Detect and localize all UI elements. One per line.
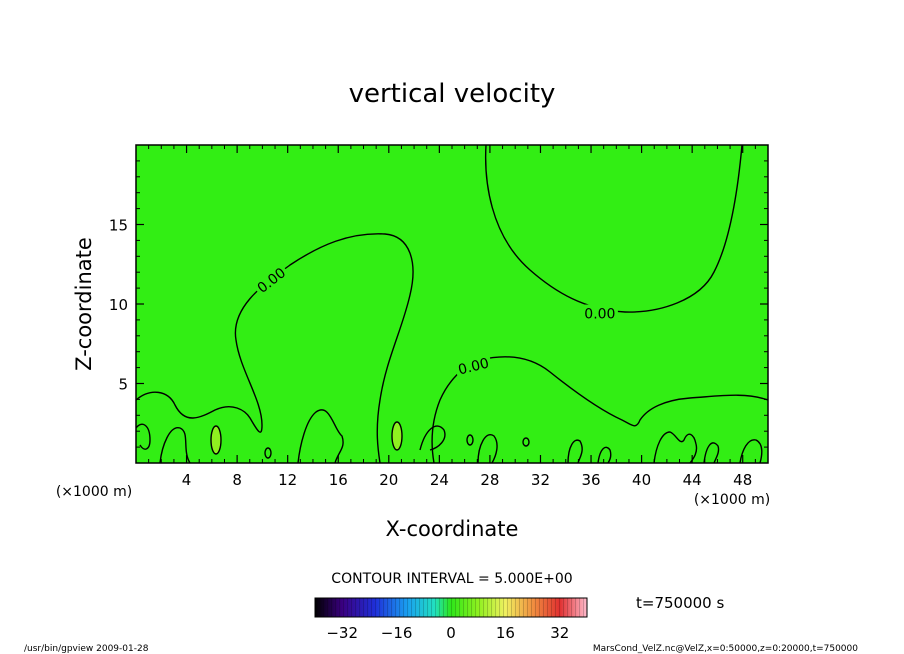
colorbar-tick-label: −16	[381, 624, 413, 642]
contour-wiggle-3	[297, 409, 344, 463]
y-tick-labels: 5 10 15	[109, 217, 128, 394]
x-tick-label: 32	[531, 471, 550, 489]
contour-wiggle-7	[597, 446, 612, 463]
y-axis-label: Z-coordinate	[72, 237, 96, 371]
x-tick-label: 20	[379, 471, 398, 489]
contour-lines	[136, 145, 768, 463]
contour-ellipse-4	[466, 434, 474, 446]
footer-left: /usr/bin/gpview 2009-01-28	[24, 644, 149, 654]
contour-ellipse-2	[391, 421, 403, 451]
x-tick-label: 4	[182, 471, 192, 489]
contour-wiggle-6	[567, 439, 583, 463]
contour-wiggle-4	[419, 425, 446, 451]
chart-title: vertical velocity	[349, 79, 556, 109]
contour-label-bg	[581, 304, 618, 321]
plot-area: 0.000.000.00	[135, 144, 769, 464]
x-axis-label: X-coordinate	[386, 517, 519, 541]
contour-wiggle-9	[703, 442, 720, 463]
x-tick-label: 44	[683, 471, 702, 489]
x-unit-label-right: (×1000 m)	[694, 492, 770, 508]
contour-label: 0.00	[457, 355, 491, 378]
colorbar-frame	[314, 597, 588, 618]
y-tick-label: 15	[109, 217, 128, 235]
x-tick-label: 12	[278, 471, 297, 489]
contour-interval-label: CONTOUR INTERVAL = 5.000E+00	[331, 571, 572, 587]
contour-wiggle-5	[477, 434, 498, 463]
colorbar: −32 −16 0 16 32	[314, 597, 588, 642]
x-tick-label: 36	[581, 471, 600, 489]
contour-upper-right	[484, 145, 743, 313]
colorbar-tick-label: 0	[446, 624, 456, 642]
colorbar-stripes	[315, 598, 587, 617]
contour-wiggle-2	[159, 427, 191, 463]
tick-marks	[136, 145, 768, 463]
colorbar-tick-labels: −32 −16 0 16 32	[326, 624, 569, 642]
contour-wiggle-1	[136, 423, 151, 450]
y-tick-label: 5	[118, 376, 128, 394]
contour-label: 0.00	[584, 307, 615, 323]
contour-label-bg	[453, 352, 493, 378]
contour-wiggle-10	[739, 439, 763, 463]
contour-left-bubble	[136, 233, 414, 463]
x-tick-label: 8	[232, 471, 242, 489]
x-tick-label: 28	[480, 471, 499, 489]
x-tick-label: 40	[632, 471, 651, 489]
x-tick-label: 24	[430, 471, 449, 489]
footer-right: MarsCond_VelZ.nc@VelZ,x=0:50000,z=0:2000…	[593, 644, 858, 654]
time-label: t=750000 s	[636, 594, 724, 612]
contour-label-bg	[251, 261, 290, 297]
contour-ellipse-3	[264, 447, 272, 459]
x-tick-label: 16	[329, 471, 348, 489]
x-tick-labels: 4 8 12 16 20 24 28 32 36 40 44 48	[182, 471, 752, 489]
x-unit-label-left: (×1000 m)	[56, 484, 132, 500]
contour-ellipse-5	[522, 437, 530, 447]
contour-wiggle-8	[653, 431, 698, 463]
y-tick-label: 10	[109, 296, 128, 314]
colorbar-tick-label: 16	[496, 624, 515, 642]
x-tick-label: 48	[733, 471, 752, 489]
colorbar-tick-label: 32	[550, 624, 569, 642]
contour-mid-lower	[431, 356, 768, 463]
colorbar-tick-label: −32	[326, 624, 358, 642]
contour-ellipse-1	[210, 425, 222, 455]
